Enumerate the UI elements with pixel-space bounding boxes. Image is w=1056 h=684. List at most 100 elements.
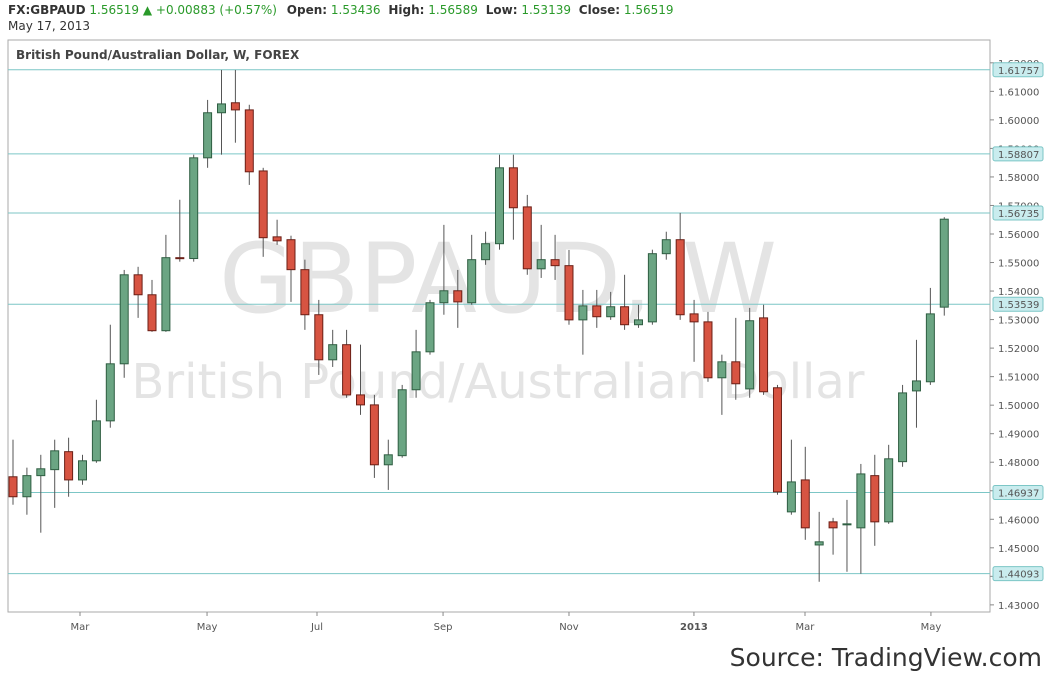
change-pct: (+0.57%) [219, 3, 277, 17]
y-tick-label: 1.60000 [998, 116, 1039, 127]
candle-body [300, 269, 310, 316]
candle-body [272, 236, 282, 242]
y-tick-label: 1.45000 [998, 544, 1039, 555]
candle-body [78, 460, 88, 481]
x-tick-label: May [197, 622, 218, 633]
x-tick-label: Sep [434, 622, 453, 633]
candle-body [133, 274, 143, 296]
candle-body [481, 243, 491, 261]
y-tick-label: 1.50000 [998, 401, 1039, 412]
candle-body [633, 319, 643, 326]
low-value: 1.53139 [521, 3, 571, 17]
y-tick-label: 1.52000 [998, 344, 1039, 355]
candle-body [911, 380, 921, 392]
candle-body [675, 239, 685, 316]
candle-body [383, 454, 393, 466]
candle-body [22, 475, 32, 498]
candle-body [8, 476, 18, 498]
candle-body [105, 363, 115, 422]
candle-body [745, 320, 755, 390]
candle-body [244, 109, 254, 173]
candle-body [342, 344, 352, 396]
candle-body [369, 404, 379, 466]
watermark-subtitle: British Pound/Australian Dollar [131, 354, 864, 410]
change: +0.00883 [156, 3, 216, 17]
y-tick-label: 1.51000 [998, 373, 1039, 384]
candle-body [64, 451, 74, 481]
price-label-box [992, 566, 1044, 582]
candle-body [703, 321, 713, 379]
x-tick-label: 2013 [680, 622, 708, 633]
candle-body [355, 394, 365, 406]
candle-body [230, 102, 240, 111]
candle-body [203, 112, 213, 159]
price-label: 1.44093 [998, 570, 1039, 581]
candle-body [328, 344, 338, 361]
candle-body [800, 479, 810, 529]
plot [8, 69, 990, 582]
high-label: High: [388, 3, 424, 17]
candle-body [828, 521, 838, 529]
y-tick-label: 1.54000 [998, 287, 1039, 298]
candle-body [425, 302, 435, 353]
candle-body [578, 305, 588, 321]
x-tick-label: Mar [71, 622, 91, 633]
source: Source: TradingView.com [730, 643, 1042, 672]
low-label: Low: [486, 3, 518, 17]
header: FX:GBPAUD 1.56519 ▲ +0.00883 (+0.57%) Op… [8, 3, 674, 17]
candle-body [189, 157, 199, 260]
plot-frame [7, 39, 991, 613]
y-tick-label: 1.49000 [998, 430, 1039, 441]
candle-body [522, 206, 532, 270]
candle-body [286, 239, 296, 271]
candle-body [175, 257, 185, 260]
price-label-box [992, 205, 1044, 221]
candle-body [842, 523, 852, 526]
candle-body [647, 253, 657, 323]
candle-body [397, 389, 407, 457]
candle-body [592, 305, 602, 318]
candle-body [689, 313, 699, 323]
candle-body [731, 361, 741, 385]
x-tick-label: Nov [559, 622, 579, 633]
symbol: FX:GBPAUD [8, 3, 86, 17]
arrow: ▲ [143, 3, 153, 17]
candle-body [925, 313, 935, 383]
price-label: 1.58807 [998, 150, 1039, 161]
candle-body [439, 290, 449, 304]
candle-body [564, 265, 574, 321]
candle-body [536, 259, 546, 270]
candle-body [508, 167, 518, 209]
candle-body [884, 458, 894, 523]
y-tick-label: 1.55000 [998, 259, 1039, 270]
candle-body [147, 294, 157, 332]
candle-body [453, 290, 463, 303]
candle-body [550, 259, 560, 267]
candle-body [50, 450, 60, 471]
candle-body [786, 481, 796, 513]
candle-body [91, 420, 101, 462]
open-value: 1.53436 [331, 3, 381, 17]
candle-body [36, 468, 46, 477]
price-label-box [992, 296, 1044, 312]
candle-body [119, 274, 129, 365]
candle-body [772, 387, 782, 493]
open-label: Open: [287, 3, 327, 17]
candle-body [606, 306, 616, 318]
chart-title: British Pound/Australian Dollar, W, FORE… [16, 48, 300, 62]
candle-body [258, 170, 268, 239]
candle-body [856, 473, 866, 529]
y-tick-label: 1.56000 [998, 230, 1039, 241]
candle-body [717, 361, 727, 379]
y-tick-label: 1.53000 [998, 316, 1039, 327]
x-tick-label: May [921, 622, 942, 633]
price-label-box [992, 485, 1044, 501]
price-label: 1.53539 [998, 300, 1039, 311]
price-label-box [992, 146, 1044, 162]
candle-body [620, 306, 630, 326]
price-label: 1.56735 [998, 209, 1039, 220]
y-tick-label: 1.58000 [998, 173, 1039, 184]
candle-body [939, 218, 949, 308]
